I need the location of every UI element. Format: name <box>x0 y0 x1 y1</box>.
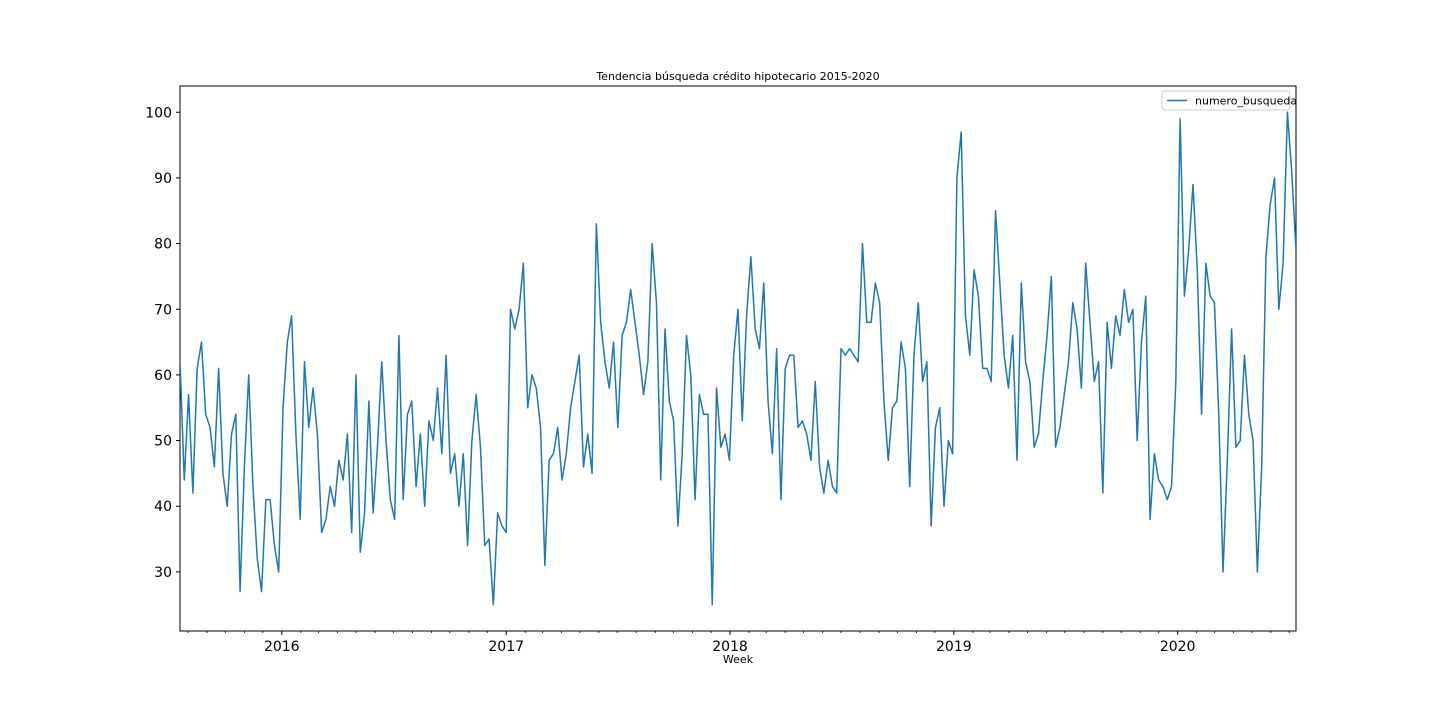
x-axis: 2016 2017 2018 2019 2020 <box>187 631 1290 655</box>
x-axis-label: Week <box>723 653 754 666</box>
legend-label: numero_busqueda <box>1195 95 1297 108</box>
y-tick-label: 90 <box>154 171 172 187</box>
series-layer <box>180 111 1296 606</box>
legend: numero_busqueda <box>1161 90 1297 111</box>
x-tick-label: 2016 <box>264 639 300 655</box>
legend-box <box>1161 90 1291 111</box>
series-line-numero_busqueda <box>180 111 1296 606</box>
y-tick-label: 50 <box>154 434 172 450</box>
y-tick-label: 30 <box>154 565 172 581</box>
plot-area: 30 40 50 60 70 80 90 100 2016 2017 2018 2019 2020 <box>145 85 1297 655</box>
x-tick-label: 2020 <box>1160 639 1196 655</box>
y-tick-label: 100 <box>145 105 172 121</box>
y-tick-label: 70 <box>154 302 172 318</box>
plot-frame <box>179 85 1297 632</box>
y-axis: 30 40 50 60 70 80 90 100 <box>145 105 180 581</box>
chart-title: Tendencia búsqueda crédito hipotecario 2… <box>595 70 879 83</box>
x-tick-label: 2018 <box>712 639 748 655</box>
y-tick-label: 80 <box>154 237 172 253</box>
y-tick-label: 40 <box>154 499 172 515</box>
y-tick-label: 60 <box>154 368 172 384</box>
x-tick-label: 2017 <box>488 639 524 655</box>
x-tick-label: 2019 <box>936 639 972 655</box>
